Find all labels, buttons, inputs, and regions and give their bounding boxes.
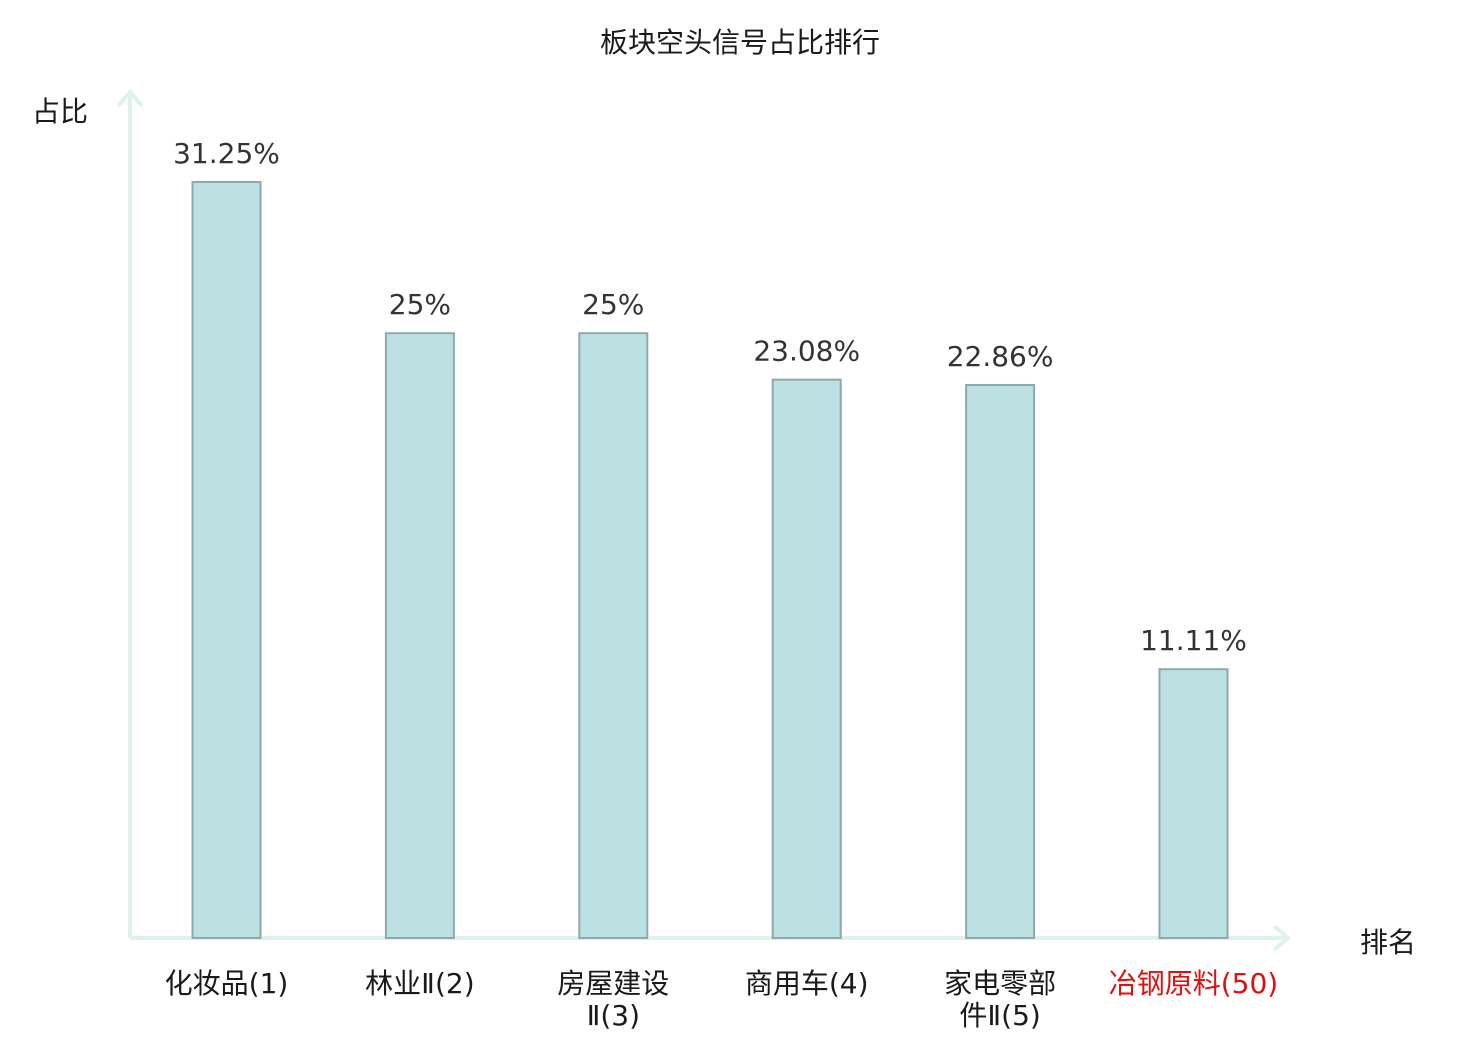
value-label-6: 11.11% xyxy=(1140,624,1247,657)
value-labels-group: 31.25% 25% 25% 23.08% 22.86% 11.11% xyxy=(173,137,1247,657)
category-label-5: 家电零部件Ⅱ(5) xyxy=(944,967,1056,1032)
value-label-2: 25% xyxy=(389,288,451,321)
y-axis xyxy=(116,88,144,938)
category-label-4: 商用车(4) xyxy=(745,967,869,1000)
bar-5 xyxy=(965,383,1036,939)
chart-title: 板块空头信号占比排行 xyxy=(600,26,880,59)
category-label-1: 化妆品(1) xyxy=(165,967,289,1000)
category-labels-group: 化妆品(1) 林业Ⅱ(2) 房屋建设 Ⅱ(3) 商用车(4) 家电零部件Ⅱ(5) 冶钢原料(… xyxy=(165,967,1279,1032)
bar-2 xyxy=(384,332,455,939)
bar-3 xyxy=(578,332,649,939)
bars-group xyxy=(191,181,1229,940)
value-label-1: 31.25% xyxy=(173,137,280,170)
category-label-2: 林业Ⅱ(2) xyxy=(365,967,474,1000)
x-axis xyxy=(130,924,1292,952)
bar-4 xyxy=(771,378,842,940)
value-label-3: 25% xyxy=(582,288,644,321)
bar-1 xyxy=(191,181,262,939)
y-axis-label: 占比 xyxy=(32,95,88,128)
value-label-4: 23.08% xyxy=(753,335,860,368)
value-label-5: 22.86% xyxy=(947,340,1054,373)
x-axis-label: 排名 xyxy=(1360,926,1416,959)
category-label-6: 冶钢原料(50) xyxy=(1109,967,1278,1000)
category-label-3: 房屋建设 Ⅱ(3) xyxy=(557,967,669,1032)
bar-6 xyxy=(1158,668,1229,939)
